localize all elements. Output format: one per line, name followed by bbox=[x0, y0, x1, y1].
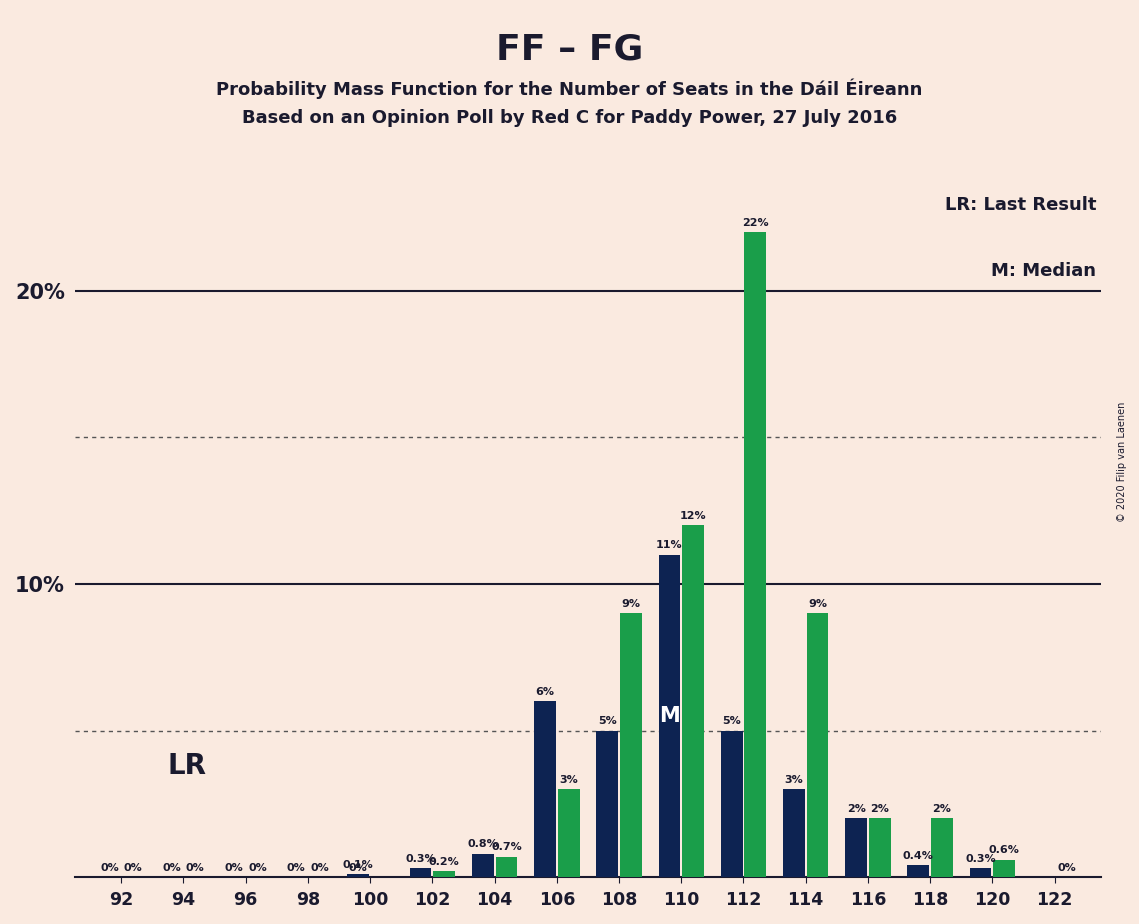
Text: © 2020 Filip van Laenen: © 2020 Filip van Laenen bbox=[1117, 402, 1126, 522]
Text: 12%: 12% bbox=[680, 511, 706, 521]
Bar bbox=[597, 731, 618, 877]
Text: LR: Last Result: LR: Last Result bbox=[944, 196, 1096, 213]
Text: 5%: 5% bbox=[722, 716, 741, 726]
Text: 0%: 0% bbox=[248, 863, 267, 872]
Text: 0%: 0% bbox=[1057, 863, 1075, 872]
Bar bbox=[806, 614, 828, 877]
Bar bbox=[433, 871, 456, 877]
Text: 0%: 0% bbox=[186, 863, 205, 872]
Text: 0%: 0% bbox=[124, 863, 142, 872]
Text: 9%: 9% bbox=[622, 599, 640, 609]
Text: FF – FG: FF – FG bbox=[495, 32, 644, 67]
Text: LR: LR bbox=[167, 752, 207, 780]
Bar bbox=[682, 526, 704, 877]
Bar bbox=[931, 819, 953, 877]
Text: 0.4%: 0.4% bbox=[903, 851, 934, 861]
Text: 0.3%: 0.3% bbox=[405, 854, 436, 864]
Bar bbox=[721, 731, 743, 877]
Text: 6%: 6% bbox=[535, 687, 555, 697]
Bar bbox=[347, 874, 369, 877]
Text: 0%: 0% bbox=[349, 863, 368, 872]
Text: 0.1%: 0.1% bbox=[343, 860, 374, 869]
Text: 0.6%: 0.6% bbox=[989, 845, 1019, 855]
Text: 0.3%: 0.3% bbox=[965, 854, 995, 864]
Text: 0%: 0% bbox=[310, 863, 329, 872]
Text: 0%: 0% bbox=[287, 863, 305, 872]
Bar bbox=[969, 869, 991, 877]
Bar bbox=[495, 857, 517, 877]
Text: 2%: 2% bbox=[846, 804, 866, 814]
Bar bbox=[534, 701, 556, 877]
Text: 9%: 9% bbox=[808, 599, 827, 609]
Text: 2%: 2% bbox=[933, 804, 951, 814]
Bar bbox=[620, 614, 641, 877]
Text: 0%: 0% bbox=[224, 863, 244, 872]
Bar bbox=[993, 859, 1015, 877]
Text: M: Median: M: Median bbox=[991, 261, 1096, 280]
Bar bbox=[845, 819, 867, 877]
Bar bbox=[782, 789, 805, 877]
Text: Based on an Opinion Poll by Red C for Paddy Power, 27 July 2016: Based on an Opinion Poll by Red C for Pa… bbox=[241, 109, 898, 127]
Bar bbox=[908, 866, 929, 877]
Text: 2%: 2% bbox=[870, 804, 890, 814]
Text: 0.7%: 0.7% bbox=[491, 842, 522, 852]
Text: 3%: 3% bbox=[559, 775, 577, 784]
Bar bbox=[558, 789, 580, 877]
Text: 0%: 0% bbox=[162, 863, 181, 872]
Text: M: M bbox=[659, 706, 680, 726]
Bar bbox=[869, 819, 891, 877]
Text: 5%: 5% bbox=[598, 716, 616, 726]
Text: 0%: 0% bbox=[100, 863, 118, 872]
Bar bbox=[658, 554, 680, 877]
Text: 0.2%: 0.2% bbox=[428, 857, 459, 867]
Text: 0.8%: 0.8% bbox=[467, 839, 498, 849]
Bar bbox=[745, 232, 767, 877]
Text: 11%: 11% bbox=[656, 541, 682, 551]
Text: 3%: 3% bbox=[785, 775, 803, 784]
Bar bbox=[472, 854, 493, 877]
Bar bbox=[410, 869, 432, 877]
Text: 22%: 22% bbox=[741, 218, 769, 228]
Text: Probability Mass Function for the Number of Seats in the Dáil Éireann: Probability Mass Function for the Number… bbox=[216, 79, 923, 99]
